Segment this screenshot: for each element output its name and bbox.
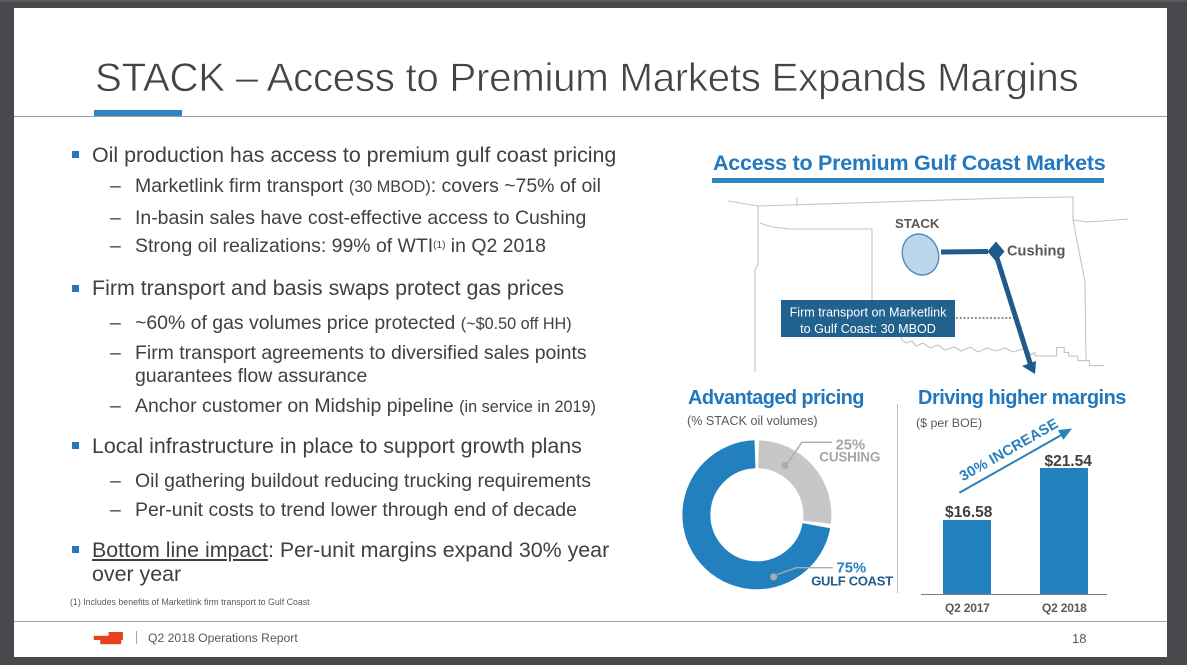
svg-text:25%: 25% [836, 438, 866, 454]
svg-text:75%: 75% [836, 561, 866, 577]
svg-text:Cushing: Cushing [1007, 244, 1065, 260]
svg-text:to Gulf Coast: 30 MBOD: to Gulf Coast: 30 MBOD [800, 322, 936, 336]
svg-text:STACK: STACK [895, 216, 940, 231]
svg-text:CUSHING: CUSHING [819, 450, 880, 465]
svg-text:Firm transport on Marketlink: Firm transport on Marketlink [790, 306, 947, 320]
svg-text:GULF COAST: GULF COAST [811, 574, 893, 589]
